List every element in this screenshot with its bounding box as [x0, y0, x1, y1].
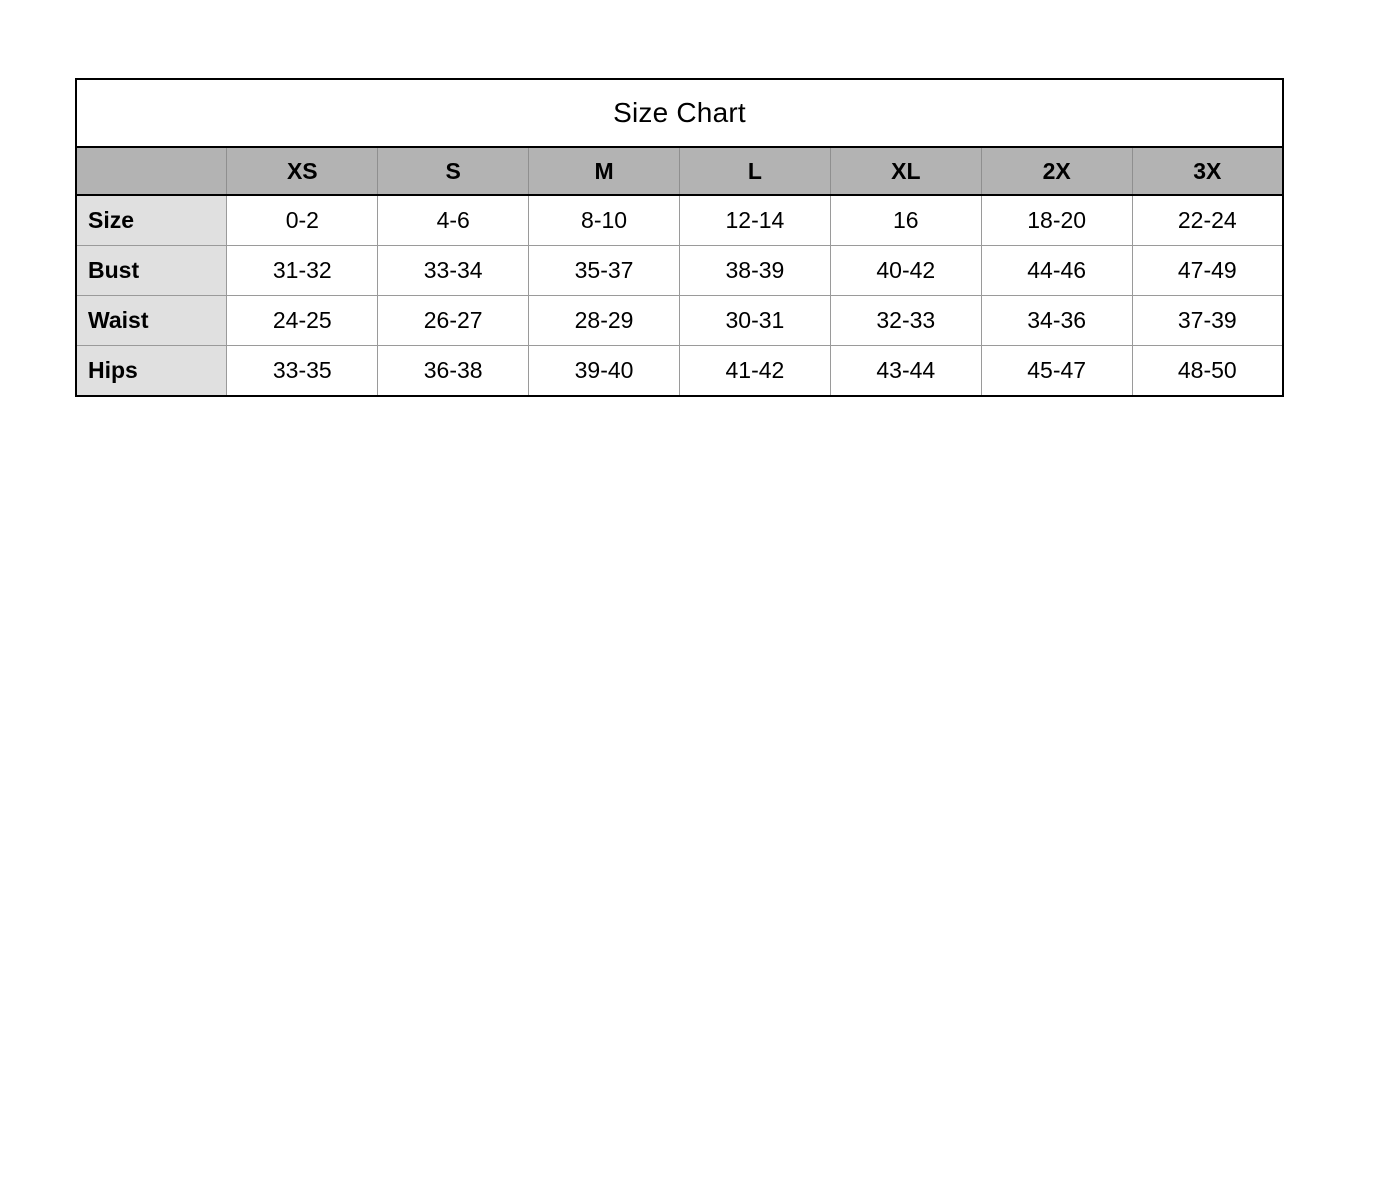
column-header-l: L — [679, 147, 831, 196]
table-cell: 24-25 — [226, 295, 378, 346]
table-cell: 36-38 — [377, 345, 529, 396]
table-cell: 33-34 — [377, 245, 529, 296]
table-cell: 44-46 — [980, 245, 1133, 296]
table-cell: 38-39 — [679, 245, 831, 296]
header-row: XS S M L XL 2X 3X — [76, 147, 1283, 196]
table-cell: 40-42 — [829, 245, 982, 296]
table-cell: 31-32 — [226, 245, 378, 296]
table-cell: 12-14 — [679, 195, 831, 246]
table-row-size: Size 0-2 4-6 8-10 12-14 16 18-20 22-24 — [76, 195, 1283, 246]
table-cell: 18-20 — [980, 195, 1133, 246]
table-cell: 16 — [829, 195, 982, 246]
table-cell: 28-29 — [528, 295, 680, 346]
table-cell: 26-27 — [377, 295, 529, 346]
corner-cell — [76, 147, 227, 196]
table-row-hips: Hips 33-35 36-38 39-40 41-42 43-44 45-47 48-50 — [76, 345, 1283, 396]
column-header-s: S — [377, 147, 529, 196]
table-cell: 45-47 — [980, 345, 1133, 396]
table-cell: 22-24 — [1131, 195, 1283, 246]
table-cell: 34-36 — [980, 295, 1133, 346]
table-cell: 30-31 — [679, 295, 831, 346]
size-chart-table: Size Chart XS S M L XL 2X 3X Size 0-2 4-6 8-10 12-… — [75, 78, 1284, 397]
column-header-m: M — [528, 147, 680, 196]
table-head: Size Chart XS S M L XL 2X 3X — [76, 79, 1283, 196]
table-cell: 0-2 — [226, 195, 378, 246]
table-cell: 47-49 — [1131, 245, 1283, 296]
table-body: Size 0-2 4-6 8-10 12-14 16 18-20 22-24 Bust 31-32… — [76, 195, 1283, 396]
table-cell: 41-42 — [679, 345, 831, 396]
table-cell: 35-37 — [528, 245, 680, 296]
row-label-hips: Hips — [76, 345, 227, 396]
title-row: Size Chart — [76, 79, 1283, 148]
table-cell: 8-10 — [528, 195, 680, 246]
column-header-xs: XS — [226, 147, 378, 196]
column-header-xl: XL — [829, 147, 982, 196]
table-cell: 33-35 — [226, 345, 378, 396]
table-cell: 39-40 — [528, 345, 680, 396]
row-label-waist: Waist — [76, 295, 227, 346]
table-cell: 4-6 — [377, 195, 529, 246]
row-label-size: Size — [76, 195, 227, 246]
table-row-bust: Bust 31-32 33-34 35-37 38-39 40-42 44-46 47-49 — [76, 245, 1283, 296]
table-cell: 43-44 — [829, 345, 982, 396]
table-cell: 32-33 — [829, 295, 982, 346]
table-cell: 48-50 — [1131, 345, 1283, 396]
table-row-waist: Waist 24-25 26-27 28-29 30-31 32-33 34-36 37-39 — [76, 295, 1283, 346]
table-cell: 37-39 — [1131, 295, 1283, 346]
table-title: Size Chart — [76, 79, 1283, 148]
row-label-bust: Bust — [76, 245, 227, 296]
column-header-2x: 2X — [980, 147, 1133, 196]
column-header-3x: 3X — [1131, 147, 1283, 196]
